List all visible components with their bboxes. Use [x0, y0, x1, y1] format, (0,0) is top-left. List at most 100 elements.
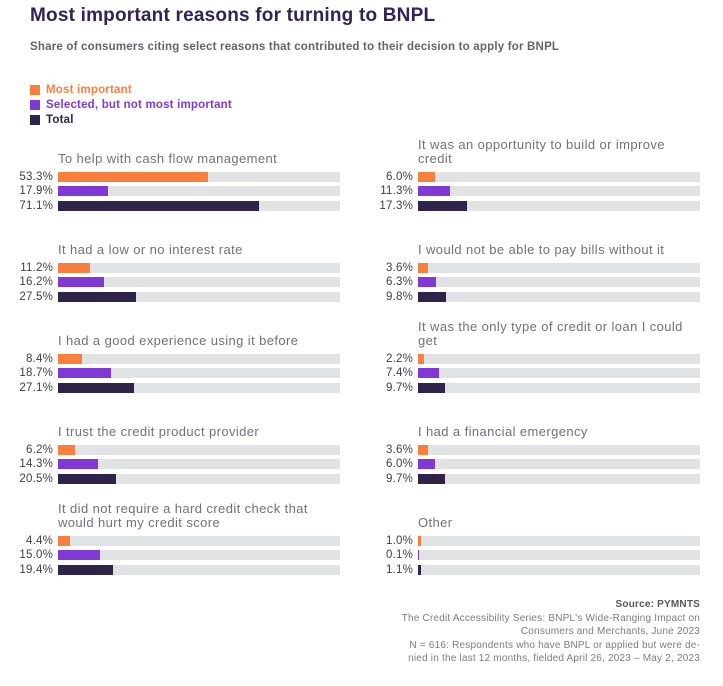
footer-note-line: The Credit Accessibility Series: BNPL's …: [401, 612, 700, 624]
bar-fill-most-important: [58, 262, 90, 273]
bar-track: [418, 382, 700, 393]
bar-value-label: 3.6%: [385, 261, 413, 274]
bar-track: [58, 564, 340, 575]
bar-fill-selected-not-most-important: [418, 459, 435, 470]
bar-value-label: 18.7%: [19, 367, 53, 380]
bar-track: [418, 291, 700, 302]
bar-row: 17.9%: [10, 184, 340, 199]
bar-fill-selected-not-most-important: [58, 368, 111, 379]
bar-track: [418, 353, 700, 364]
bar-track: [418, 262, 700, 273]
bar-row: 6.0%: [370, 170, 700, 185]
chart-group-title: It had a low or no interest rate: [58, 241, 243, 257]
bar-fill-most-important: [418, 535, 421, 546]
bar-fill-most-important: [58, 535, 71, 546]
bar-value-label: 0.1%: [385, 549, 413, 562]
legend-label: Total: [46, 113, 74, 126]
bar-row: 53.3%: [10, 170, 340, 185]
bar-value-label: 7.4%: [385, 367, 413, 380]
bar-value-label: 16.2%: [19, 276, 53, 289]
legend-swatch-icon: [30, 114, 40, 125]
bar-row: 27.5%: [10, 290, 340, 305]
bar-row: 17.3%: [370, 199, 700, 214]
chart-group: I would not be able to pay bills without…: [370, 213, 700, 304]
bar-row: 8.4%: [10, 352, 340, 367]
chart-grid: To help with cash flow management 53.3% 17…: [10, 122, 700, 577]
bar-row: 11.2%: [10, 261, 340, 276]
chart-group: It did not require a hard credit check t…: [10, 486, 340, 577]
footer-note-line: N = 616: Respondents who have BNPL or ap…: [409, 639, 700, 651]
bar-fill-total: [58, 291, 136, 302]
chart-group-title: It was an opportunity to build or improv…: [418, 136, 665, 166]
bar-value-label: 6.0%: [385, 458, 413, 471]
bar-fill-selected-not-most-important: [58, 186, 109, 197]
chart-group-title: It was the only type of credit or loan I…: [418, 318, 683, 348]
bar-track: [418, 473, 700, 484]
bar-fill-total: [418, 200, 467, 211]
source-label: Source: PYMNTS: [615, 599, 700, 610]
bar-track: [58, 382, 340, 393]
bar-row: 6.0%: [370, 457, 700, 472]
bar-row: 1.0%: [370, 534, 700, 549]
bar-track: [418, 459, 700, 470]
legend-item-total: Total: [30, 112, 232, 127]
bar-track: [58, 459, 340, 470]
bar-row: 9.7%: [370, 472, 700, 487]
bar-value-label: 6.0%: [385, 170, 413, 183]
bar-track: [418, 535, 700, 546]
chart-group-title: I trust the credit product provider: [58, 423, 260, 439]
bar-track: [58, 550, 340, 561]
chart-group-title: I had a financial emergency: [418, 423, 588, 439]
bar-value-label: 4.4%: [25, 534, 53, 547]
page-title: Most important reasons for turning to BN…: [30, 5, 436, 26]
bar-fill-total: [58, 564, 113, 575]
bar-value-label: 9.8%: [385, 290, 413, 303]
chart-group: It was an opportunity to build or improv…: [370, 122, 700, 213]
chart-group: I had a good experience using it before 8…: [10, 304, 340, 395]
bar-row: 19.4%: [10, 563, 340, 578]
bar-value-label: 1.1%: [385, 563, 413, 576]
bar-track: [418, 171, 700, 182]
bar-value-label: 3.6%: [385, 443, 413, 456]
bar-value-label: 27.5%: [19, 290, 53, 303]
bar-fill-total: [418, 473, 446, 484]
bar-track: [58, 444, 340, 455]
chart-group-title: Other: [418, 514, 453, 530]
bar-value-label: 71.1%: [19, 199, 53, 212]
bar-fill-selected-not-most-important: [418, 277, 436, 288]
bar-row: 1.1%: [370, 563, 700, 578]
bar-track: [58, 186, 340, 197]
bar-row: 16.2%: [10, 275, 340, 290]
chart-group-title: I would not be able to pay bills without…: [418, 241, 665, 257]
bar-fill-selected-not-most-important: [418, 368, 439, 379]
bar-row: 6.3%: [370, 275, 700, 290]
bar-row: 0.1%: [370, 548, 700, 563]
bar-value-label: 11.3%: [380, 185, 413, 198]
page-subtitle: Share of consumers citing select reasons…: [30, 41, 560, 53]
bar-value-label: 17.9%: [19, 185, 53, 198]
bar-track: [58, 535, 340, 546]
bar-fill-most-important: [418, 262, 429, 273]
bar-value-label: 15.0%: [19, 549, 53, 562]
bar-fill-most-important: [418, 444, 429, 455]
bar-row: 15.0%: [10, 548, 340, 563]
chart-group: I had a financial emergency 3.6% 6.0% 9.7%: [370, 395, 700, 486]
bar-row: 2.2%: [370, 352, 700, 367]
bar-fill-total: [58, 473, 116, 484]
bar-track: [418, 550, 700, 561]
chart-group: It was the only type of credit or loan I…: [370, 304, 700, 395]
bar-value-label: 17.3%: [379, 199, 413, 212]
bar-track: [418, 277, 700, 288]
bar-fill-selected-not-most-important: [418, 550, 419, 561]
bar-value-label: 11.2%: [20, 261, 53, 274]
chart-group-title: To help with cash flow management: [58, 150, 278, 166]
bar-track: [58, 277, 340, 288]
bar-row: 7.4%: [370, 366, 700, 381]
bar-track: [418, 444, 700, 455]
chart-group-title: It did not require a hard credit check t…: [58, 500, 308, 530]
bar-row: 18.7%: [10, 366, 340, 381]
bar-fill-selected-not-most-important: [58, 550, 101, 561]
legend-swatch-icon: [30, 99, 40, 110]
bar-value-label: 27.1%: [19, 381, 53, 394]
chart-group: I trust the credit product provider 6.2% 1…: [10, 395, 340, 486]
